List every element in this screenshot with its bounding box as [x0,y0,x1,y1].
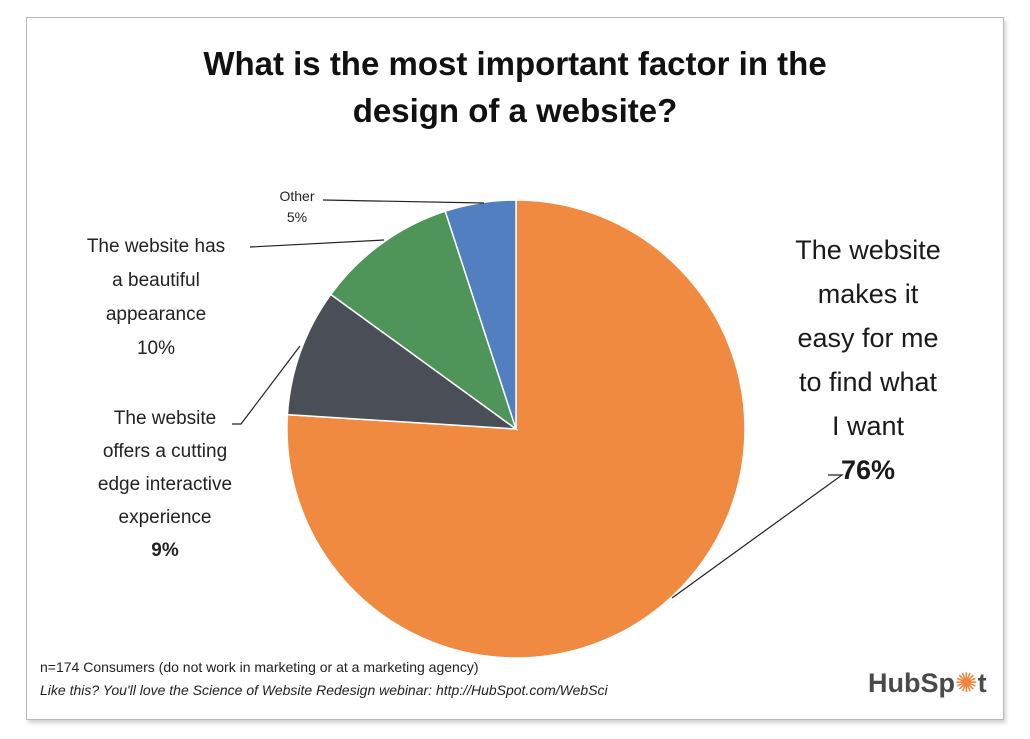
slice-pct-easy: 76% [840,455,896,485]
hubspot-logo: HubSp✺t [868,668,987,698]
slice-label-easy: The website makes it easy for me to find… [768,228,968,492]
leader-line-other [322,199,485,204]
leader-line-cutting-edge [232,345,301,425]
sample-note: n=174 Consumers (do not work in marketin… [40,659,479,675]
sprocket-icon: ✺ [955,668,978,698]
leader-line-easy [671,474,844,599]
chart-title-line-2: design of a website? [352,92,678,129]
slice-beautiful [329,210,518,431]
slice-easy [286,199,746,659]
slice-pct-other: 5% [286,209,308,225]
slice-pct-beautiful: 10% [136,338,176,359]
chart-title: What is the most important factor in the… [110,40,920,134]
leader-line-beautiful [249,239,385,248]
slice-label-cutting-edge: The website offers a cutting edge intera… [70,402,260,567]
slice-label-other: Other 5% [260,186,334,228]
slice-pct-cutting-edge: 9% [151,540,179,561]
webinar-promo: Like this? You'll love the Science of We… [40,682,608,698]
chart-title-line-1: What is the most important factor in the [203,45,827,82]
slice-cutting-edge [286,293,519,430]
slice-label-beautiful: The website has a beautiful appearance 1… [56,230,256,366]
